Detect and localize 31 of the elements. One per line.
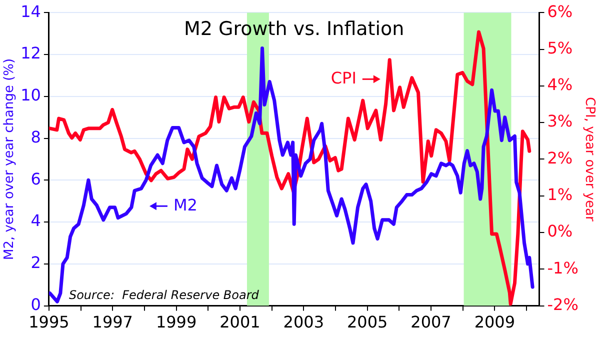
x-tick-label: 2005 xyxy=(346,312,388,332)
y-tick-label: 8 xyxy=(30,127,41,146)
y2-tick-label: -2% xyxy=(547,294,578,314)
y2-tick-label: -1% xyxy=(547,258,578,278)
x-tick-label: 1999 xyxy=(156,312,197,332)
legend-label: M2 xyxy=(173,195,198,214)
y-tick-label: 0 xyxy=(30,294,41,314)
y2-tick-label: 4% xyxy=(547,75,573,94)
y2-tick-label: 5% xyxy=(547,38,573,58)
series-label: CPI xyxy=(330,68,356,88)
y2-tick-label: 0% xyxy=(547,222,573,241)
x-tick-label: 1995 xyxy=(28,312,70,332)
y2-tick-label: 6% xyxy=(547,2,573,21)
y-tick-label: 6 xyxy=(30,169,41,188)
chart-title: M2 Growth vs. Inflation xyxy=(184,18,404,40)
x-tick-label: 2007 xyxy=(410,312,452,332)
y-axis-title: M2, year over year change (%) xyxy=(2,58,18,260)
y2-tick-label: 3% xyxy=(547,112,573,131)
x-tick-label: 2001 xyxy=(220,312,260,332)
y-tick-label: 2 xyxy=(30,253,41,272)
y-tick-label: 10 xyxy=(20,86,41,105)
y-tick-label: 14 xyxy=(20,2,41,21)
y2-tick-label: 2% xyxy=(547,148,573,168)
y-tick-label: 4 xyxy=(30,211,41,230)
y2-axis-title: CPI, year over year xyxy=(582,97,597,222)
y2-tick-label: 1% xyxy=(547,185,573,204)
y-tick-label: 12 xyxy=(20,44,41,63)
x-tick-label: 2009 xyxy=(474,312,516,332)
x-tick-label: 1997 xyxy=(92,312,133,332)
x-tick-label: 2003 xyxy=(283,312,324,332)
annotation: Source: Federal Reserve Board xyxy=(68,288,260,302)
